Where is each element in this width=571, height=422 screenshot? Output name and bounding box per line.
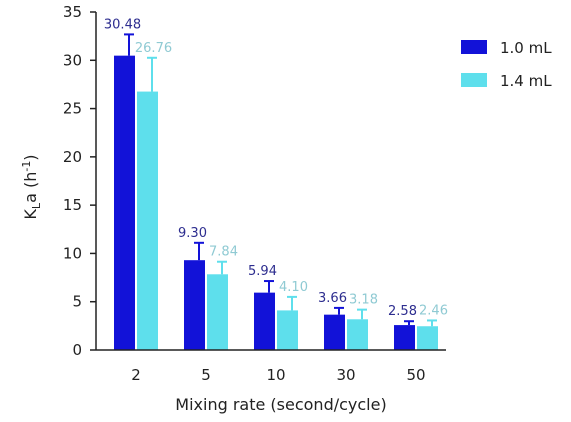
data-label: 3.66 (318, 291, 347, 306)
y-tick-label: 25 (63, 100, 82, 118)
x-tick-label: 5 (201, 366, 211, 384)
y-tick-label: 20 (63, 148, 82, 166)
value-labels: 30.48 26.76 9.307.84 5.944.10 3.66 3.18 2.58 2.… (104, 17, 448, 319)
data-label: 30.48 (104, 17, 141, 32)
y-axis-title-end: ) (21, 154, 40, 160)
y-tick-label: 30 (63, 51, 82, 69)
bar (137, 91, 158, 350)
x-tick-label: 30 (336, 366, 355, 384)
bar (394, 325, 415, 350)
bar (254, 292, 275, 350)
bar (347, 319, 368, 350)
bar (324, 314, 345, 350)
axes-layer (95, 12, 446, 351)
y-tick-label: 5 (72, 293, 82, 311)
legend-label: 1.4 mL (500, 72, 552, 90)
legend-swatch (461, 40, 487, 54)
data-label: 4.10 (279, 280, 308, 295)
y-axis-title-base: K (21, 209, 40, 220)
y-axis-title-sub: L (30, 202, 43, 209)
y-axis-title: KLa (h-1) (20, 154, 43, 219)
y-ticks: 0 5 10 15 20 25 30 35 (63, 3, 96, 359)
y-tick-label: 10 (63, 244, 82, 262)
data-label: 7.84 (209, 245, 238, 260)
y-tick-label: 15 (63, 196, 82, 214)
data-label: 5.94 (248, 264, 277, 279)
legend-swatch (461, 73, 487, 87)
y-tick-label: 35 (63, 3, 82, 21)
bar (114, 55, 135, 351)
bar (207, 274, 228, 350)
x-tick-label: 2 (131, 366, 141, 384)
data-label: 9.30 (178, 226, 207, 241)
y-axis-title-mid: a (h (21, 172, 40, 203)
y-tick-label: 0 (72, 341, 82, 359)
data-label: 2.58 (388, 304, 417, 319)
x-ticks: 2 5 10 30 50 (131, 366, 425, 384)
legend: 1.0 mL 1.4 mL (461, 39, 552, 90)
data-label: 3.18 (349, 293, 378, 308)
y-axis-title-sup: -1 (20, 161, 33, 172)
x-axis-title: Mixing rate (second/cycle) (175, 395, 386, 414)
bar (184, 260, 205, 350)
legend-label: 1.0 mL (500, 39, 552, 57)
error-bars-layer (124, 33, 437, 327)
x-tick-label: 10 (266, 366, 285, 384)
x-tick-label: 50 (406, 366, 425, 384)
bars-layer (114, 55, 438, 351)
bar (417, 326, 438, 350)
bar (277, 310, 298, 350)
data-label: 2.46 (419, 303, 448, 318)
data-label: 26.76 (135, 41, 172, 56)
